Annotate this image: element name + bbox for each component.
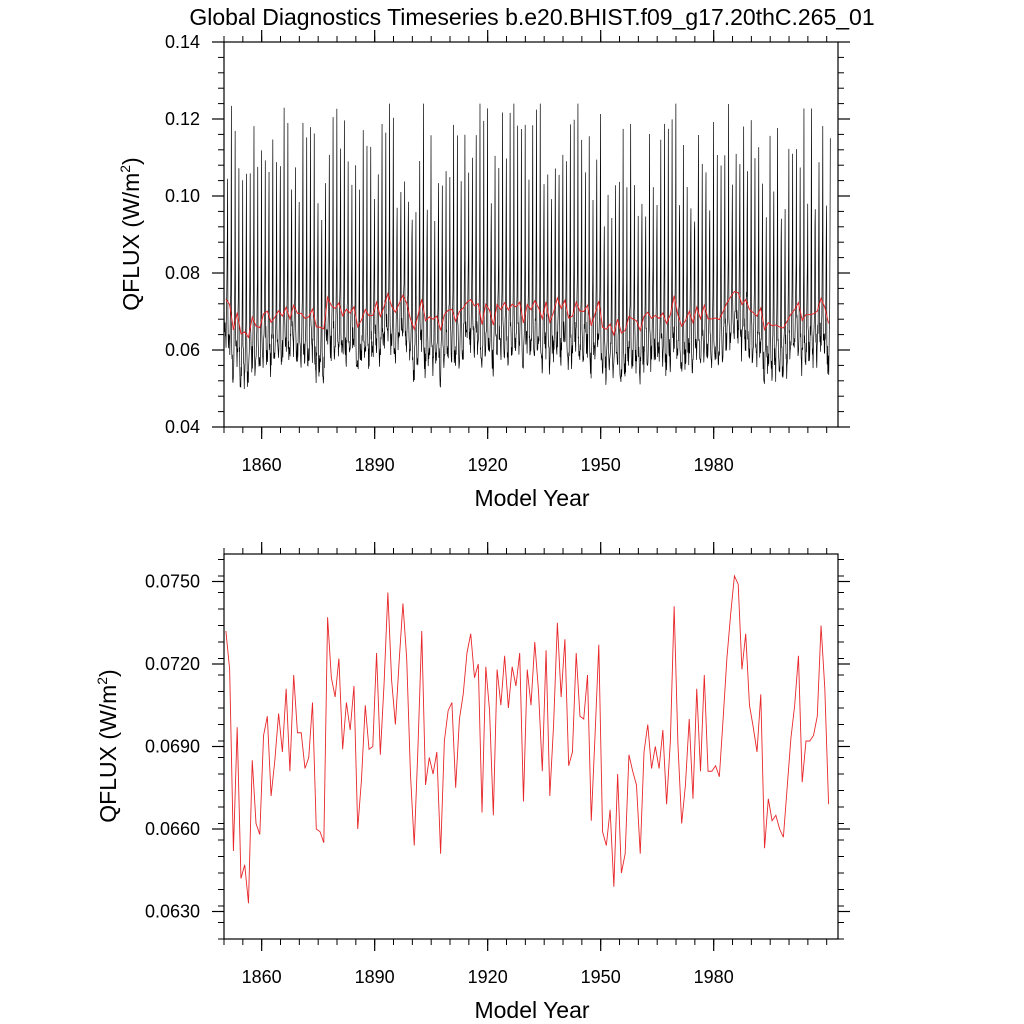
bottom-y-axis-label-close: ): [95, 669, 121, 677]
top-x-tick-label: 1890: [355, 455, 395, 475]
top-y-axis-label-close: ): [118, 157, 144, 165]
bottom-x-tick-label: 1950: [581, 967, 621, 987]
top-annual-mean-line: [225, 290, 830, 339]
bottom-plot-frame: [223, 553, 839, 940]
top-x-tick-label: 1980: [694, 455, 734, 475]
top-x-ticks: 1860 1890 1920 1950 1980: [223, 30, 828, 475]
top-y-tick-label: 0.08: [165, 263, 200, 283]
top-monthly-series-group: [223, 103, 831, 390]
bottom-x-axis-label: Model Year: [474, 997, 589, 1023]
top-y-axis-label: QFLUX (W/m2): [117, 157, 144, 310]
top-x-tick-label: 1950: [581, 455, 621, 475]
bottom-y-ticks: 0.0630 0.0660 0.0690 0.0720 0.0750: [145, 559, 850, 940]
top-y-tick-label: 0.06: [165, 340, 200, 360]
top-x-axis-label: Model Year: [474, 485, 589, 511]
bottom-y-tick-label: 0.0720: [145, 654, 200, 674]
top-y-ticks: 0.04 0.06 0.08 0.10 0.12 0.14: [165, 32, 850, 437]
top-y-tick-label: 0.14: [165, 32, 200, 52]
bottom-y-tick-label: 0.0690: [145, 737, 200, 757]
top-y-axis-label-superscript: 2: [117, 165, 133, 173]
bottom-x-tick-label: 1860: [242, 967, 282, 987]
bottom-y-axis-label-superscript: 2: [94, 677, 110, 685]
top-x-tick-label: 1860: [242, 455, 282, 475]
bottom-y-tick-label: 0.0630: [145, 902, 200, 922]
bottom-x-tick-label: 1980: [694, 967, 734, 987]
bottom-y-axis-label: QFLUX (W/m2): [94, 669, 121, 822]
top-y-tick-label: 0.12: [165, 109, 200, 129]
bottom-x-tick-label: 1920: [468, 967, 508, 987]
top-monthly-line: [223, 103, 831, 390]
bottom-y-axis-label-main: QFLUX (W/m: [95, 685, 121, 823]
top-x-tick-label: 1920: [468, 455, 508, 475]
top-annual-series-group: [225, 290, 830, 339]
bottom-x-tick-label: 1890: [355, 967, 395, 987]
top-y-tick-label: 0.04: [165, 417, 200, 437]
top-plot-frame: [223, 41, 839, 428]
bottom-annual-mean-line: [225, 574, 830, 904]
bottom-x-ticks: 1860 1890 1920 1950 1980: [223, 542, 828, 987]
top-y-tick-label: 0.10: [165, 186, 200, 206]
bottom-y-tick-label: 0.0660: [145, 819, 200, 839]
top-y-axis-label-main: QFLUX (W/m: [118, 173, 144, 311]
chart-title: Global Diagnostics Timeseries b.e20.BHIS…: [189, 4, 874, 30]
bottom-y-tick-label: 0.0750: [145, 572, 200, 592]
bottom-annual-series-group: [225, 574, 830, 904]
top-panel: 0.04 0.06 0.08 0.10 0.12 0.14 1860 1890 1920 195…: [117, 30, 850, 511]
